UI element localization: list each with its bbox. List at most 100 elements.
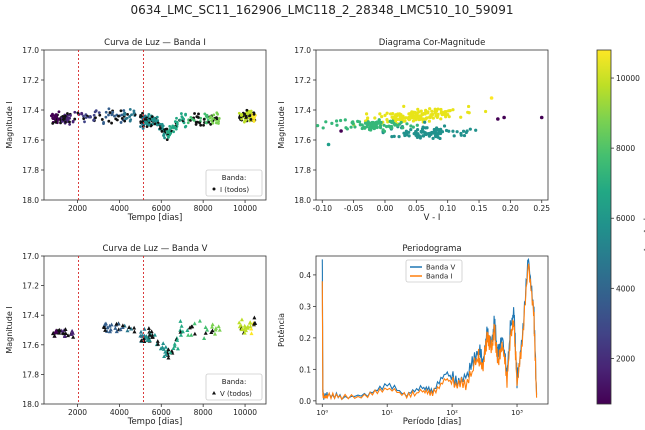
- data-point: [411, 125, 415, 129]
- y-tick-label: 0.2: [299, 334, 311, 343]
- data-point: [83, 120, 86, 124]
- data-point: [151, 119, 155, 122]
- data-point: [62, 118, 65, 121]
- data-point: [334, 119, 339, 123]
- data-point: [168, 125, 172, 128]
- data-point: [416, 107, 420, 111]
- data-point: [464, 130, 468, 135]
- data-point: [165, 138, 169, 141]
- y-tick-label: 17.6: [294, 136, 311, 145]
- data-point: [417, 115, 421, 119]
- data-point: [192, 331, 197, 336]
- data-point: [353, 125, 357, 129]
- x-tick-label: 10¹: [381, 409, 393, 417]
- legend-entry: Banda V: [426, 264, 455, 272]
- data-point: [160, 129, 164, 133]
- data-point: [132, 329, 137, 334]
- data-point: [316, 124, 320, 128]
- data-point: [110, 113, 114, 117]
- data-point: [252, 119, 256, 122]
- data-point: [239, 114, 243, 117]
- data-point: [172, 341, 177, 346]
- data-point: [402, 131, 406, 135]
- y-tick-label: 17.2: [22, 282, 39, 291]
- data-point: [71, 119, 75, 123]
- data-point: [242, 323, 247, 328]
- data-point: [407, 112, 411, 116]
- data-point: [321, 126, 325, 130]
- data-point: [484, 109, 488, 114]
- data-point: [172, 130, 176, 134]
- data-point: [421, 134, 426, 138]
- data-point: [433, 107, 437, 111]
- data-point: [184, 124, 188, 128]
- data-point: [443, 112, 448, 116]
- x-axis-label: Tempo [dias]: [127, 213, 183, 223]
- data-point: [217, 122, 220, 125]
- data-point: [430, 109, 434, 113]
- data-point: [210, 328, 215, 333]
- data-point: [388, 112, 393, 116]
- y-axis-label: Magnitude I: [5, 306, 14, 353]
- data-point: [163, 136, 166, 140]
- data-point: [128, 115, 132, 118]
- x-axis-label: Tempo [dias]: [127, 417, 183, 427]
- colorbar-tick-label: 8000: [616, 144, 635, 153]
- data-point: [63, 114, 67, 118]
- data-point: [199, 116, 203, 120]
- data-point: [432, 127, 436, 132]
- data-point: [326, 142, 331, 147]
- data-point: [107, 323, 112, 328]
- data-point: [244, 114, 248, 118]
- data-point: [113, 114, 116, 118]
- data-point: [242, 330, 247, 335]
- data-point: [184, 113, 187, 117]
- data-point: [147, 112, 151, 116]
- data-point: [205, 327, 210, 332]
- data-point: [416, 132, 420, 136]
- data-point: [139, 125, 142, 128]
- data-point: [249, 331, 254, 336]
- y-tick-label: 17.2: [294, 76, 311, 85]
- plot-area: [50, 256, 258, 404]
- data-point: [343, 118, 347, 122]
- data-point: [156, 341, 161, 346]
- data-point: [404, 129, 408, 133]
- data-point: [107, 107, 111, 111]
- data-point: [402, 104, 406, 108]
- y-axis-label: Magnitude I: [5, 101, 14, 148]
- data-point: [209, 122, 213, 126]
- data-point: [108, 111, 112, 114]
- data-point: [380, 115, 384, 119]
- data-point: [65, 117, 69, 120]
- plot-area: [316, 96, 544, 147]
- data-point: [139, 338, 144, 343]
- data-point: [57, 117, 60, 121]
- data-point: [210, 322, 215, 327]
- plot-area: [49, 50, 257, 200]
- data-point: [129, 326, 134, 331]
- data-point: [160, 345, 165, 349]
- data-point: [76, 111, 80, 115]
- data-point: [104, 115, 108, 119]
- data-point: [439, 117, 443, 121]
- data-point: [160, 125, 164, 129]
- data-point: [194, 123, 198, 126]
- data-point: [390, 115, 394, 119]
- data-point: [128, 119, 132, 123]
- x-axis-label: Período [dias]: [403, 417, 461, 427]
- data-point: [203, 325, 208, 329]
- data-point: [215, 117, 219, 121]
- data-point: [204, 121, 208, 125]
- data-point: [252, 321, 257, 325]
- data-point: [101, 324, 106, 329]
- data-point: [54, 328, 59, 333]
- data-point: [178, 319, 183, 323]
- panels: Curva de Luz — Banda I Tempo [dias] Magnit…: [5, 38, 550, 427]
- data-point: [175, 120, 179, 124]
- data-point: [168, 350, 173, 355]
- data-point: [172, 343, 177, 348]
- data-point: [162, 354, 167, 359]
- y-tick-label: 17.6: [22, 341, 39, 350]
